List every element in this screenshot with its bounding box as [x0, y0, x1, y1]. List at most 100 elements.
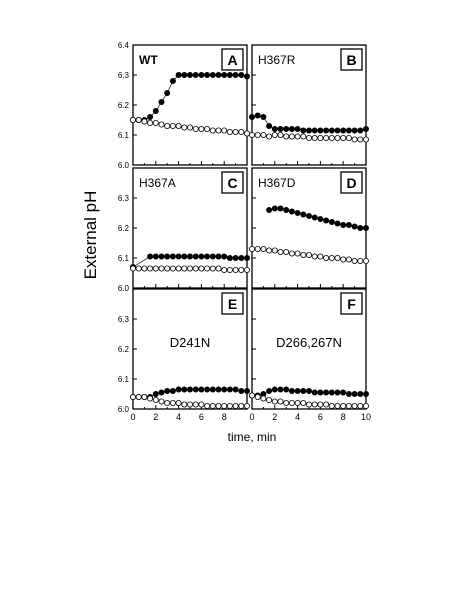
open-point — [158, 265, 165, 272]
filled-point — [317, 127, 324, 134]
open-point — [198, 401, 205, 408]
filled-point — [288, 126, 295, 133]
open-point — [334, 134, 341, 141]
open-point — [147, 395, 154, 402]
filled-point — [362, 390, 369, 397]
y-tick-label: 6.1 — [118, 254, 130, 263]
y-axis-label: External pH — [81, 191, 100, 280]
open-point — [226, 266, 233, 273]
panel-mutant-label: WT — [139, 53, 158, 67]
y-tick-label: 6.2 — [118, 101, 130, 110]
filled-point — [158, 99, 165, 106]
open-point — [351, 257, 358, 264]
open-point — [238, 402, 245, 409]
filled-point — [340, 221, 347, 228]
filled-point — [340, 389, 347, 396]
open-point — [311, 253, 318, 260]
open-point — [305, 401, 312, 408]
filled-point — [266, 123, 273, 130]
panel-letter: B — [346, 52, 356, 68]
filled-point — [192, 72, 199, 79]
y-tick-label: 6.0 — [118, 405, 130, 414]
open-point — [317, 134, 324, 141]
open-point — [215, 402, 222, 409]
open-point — [209, 265, 216, 272]
filled-point — [260, 114, 267, 121]
series-line — [133, 74, 248, 121]
open-point — [164, 265, 171, 272]
x-axis-label: time, min — [228, 430, 277, 444]
open-point — [186, 401, 193, 408]
filled-point — [209, 386, 216, 393]
open-point — [204, 126, 211, 133]
filled-point — [221, 386, 228, 393]
open-point — [169, 123, 176, 130]
open-point — [323, 134, 330, 141]
open-point — [266, 133, 273, 140]
open-point — [181, 124, 188, 131]
open-point — [135, 393, 142, 400]
filled-point — [215, 253, 222, 260]
open-point — [248, 392, 255, 399]
filled-point — [300, 127, 307, 134]
filled-point — [362, 224, 369, 231]
x-tick-label: 0 — [249, 412, 254, 422]
filled-point — [226, 254, 233, 261]
open-point — [141, 265, 148, 272]
open-point — [323, 254, 330, 261]
open-point — [209, 127, 216, 134]
open-point — [277, 248, 284, 255]
open-series — [248, 392, 369, 409]
filled-point — [198, 386, 205, 393]
filled-point — [317, 389, 324, 396]
filled-point — [323, 217, 330, 224]
open-point — [164, 123, 171, 130]
open-point — [351, 402, 358, 409]
open-point — [328, 254, 335, 261]
open-point — [300, 133, 307, 140]
open-point — [362, 257, 369, 264]
filled-point — [243, 73, 250, 80]
open-point — [288, 133, 295, 140]
filled-point — [186, 72, 193, 79]
open-point — [294, 133, 301, 140]
filled-point — [243, 387, 250, 394]
filled-point — [294, 209, 301, 216]
panel-mutant-label: H367R — [258, 53, 296, 67]
open-point — [186, 265, 193, 272]
open-point — [271, 398, 278, 405]
open-point — [129, 265, 136, 272]
panel-e: 6.0 6.1 6.2 6.3 0 2 4 6 8 E D241N — [118, 288, 250, 422]
filled-point — [345, 390, 352, 397]
filled-point — [277, 386, 284, 393]
open-point — [362, 402, 369, 409]
panel-f: 0 2 4 6 8 10 F D266,267N — [248, 288, 371, 422]
filled-point — [204, 253, 211, 260]
open-point — [260, 395, 267, 402]
filled-point — [152, 253, 159, 260]
filled-point — [164, 90, 171, 97]
open-point — [147, 265, 154, 272]
open-point — [317, 401, 324, 408]
y-tick-label: 6.1 — [118, 131, 130, 140]
open-point — [204, 402, 211, 409]
filled-point — [283, 386, 290, 393]
filled-point — [181, 253, 188, 260]
filled-point — [186, 386, 193, 393]
open-point — [192, 401, 199, 408]
filled-point — [158, 389, 165, 396]
open-point — [181, 265, 188, 272]
filled-point — [215, 72, 222, 79]
filled-point — [305, 387, 312, 394]
open-point — [221, 127, 228, 134]
open-point — [238, 128, 245, 135]
open-series — [129, 117, 250, 137]
filled-point — [181, 72, 188, 79]
open-point — [158, 121, 165, 128]
filled-point — [271, 386, 278, 393]
filled-point — [305, 212, 312, 219]
open-point — [323, 401, 330, 408]
panel-letter-box — [221, 292, 244, 315]
panel-letter: C — [227, 175, 237, 191]
open-point — [271, 131, 278, 138]
